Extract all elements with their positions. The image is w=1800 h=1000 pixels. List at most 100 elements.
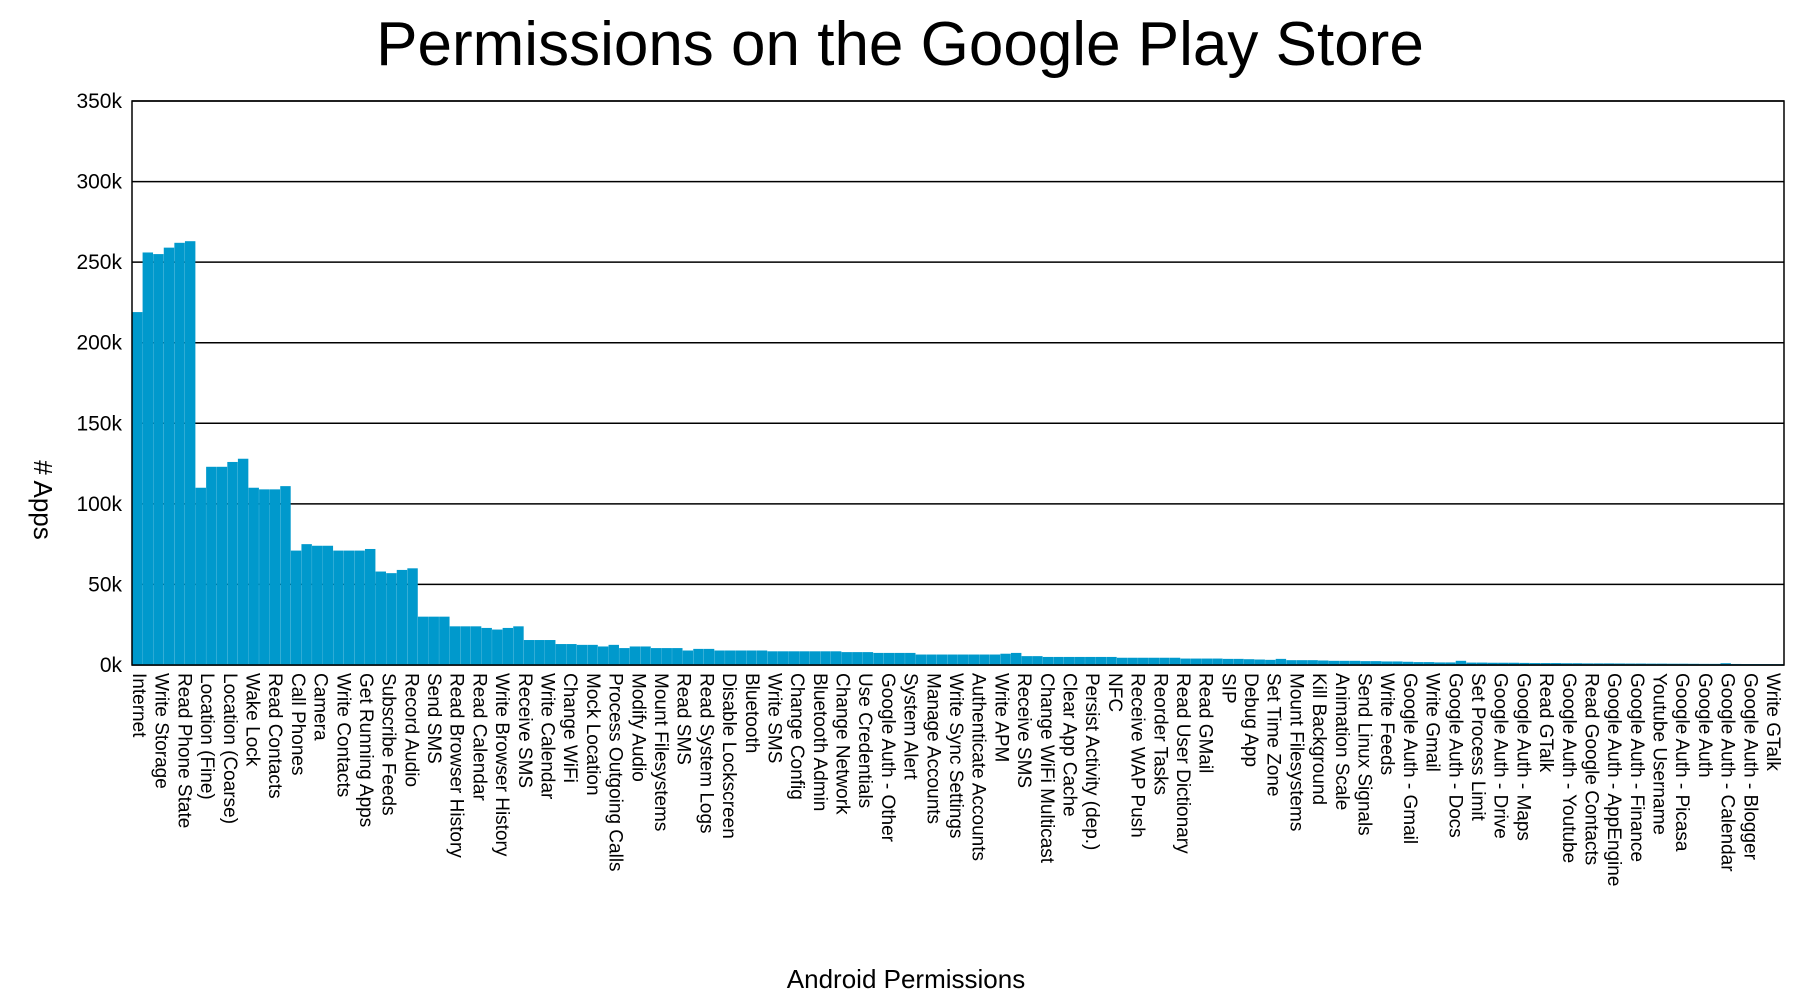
x-tick-label: NFC (1104, 673, 1125, 712)
bar (1720, 663, 1731, 665)
bar (1402, 661, 1414, 665)
bar (1265, 659, 1276, 665)
bar (1360, 661, 1371, 665)
bar (725, 650, 736, 665)
bar (852, 652, 863, 665)
x-tick-label: Read System Logs (695, 673, 716, 834)
x-tick-label: Write Browser History (491, 673, 512, 857)
bar (534, 640, 545, 665)
bar (1275, 658, 1287, 665)
x-tick-label: Read Google Contacts (1580, 673, 1601, 865)
bar (407, 568, 418, 665)
x-tick-label: Process Outgoing Calls (605, 673, 626, 872)
x-tick-label: Write Calendar (537, 673, 558, 800)
bar (354, 550, 365, 665)
bar (195, 487, 206, 665)
y-axis-label: # Apps (28, 460, 58, 540)
bar (1307, 660, 1318, 665)
bar (1286, 660, 1297, 665)
bar (1392, 661, 1403, 665)
bar (1127, 657, 1138, 665)
bar (597, 646, 609, 665)
x-tick-label: Google Auth - Docs (1444, 673, 1465, 838)
bar (259, 489, 270, 665)
bar (513, 626, 524, 665)
x-tick-label: Write Storage (151, 673, 172, 789)
x-tick-label: Location (Coarse) (219, 673, 240, 824)
bar (216, 466, 228, 665)
x-tick-label: Reorder Tasks (1149, 673, 1170, 795)
bar (1243, 659, 1255, 665)
bar (1296, 660, 1308, 665)
x-tick-label: Subscribe Feeds (378, 673, 399, 816)
bar (1042, 656, 1054, 665)
x-tick-label: Debug App (1240, 673, 1261, 767)
x-tick-label: Read GTalk (1535, 673, 1556, 773)
bar (153, 254, 164, 666)
y-tick-label: 350k (76, 90, 122, 113)
bar (693, 648, 704, 665)
bar (830, 651, 842, 665)
bar (1381, 661, 1393, 665)
x-tick-label: Receive SMS (1013, 673, 1034, 788)
x-tick-label: Google Auth - Calendar (1717, 673, 1738, 872)
bar (1085, 656, 1096, 665)
y-tick-label: 100k (76, 493, 122, 516)
bar (915, 654, 927, 665)
x-tick-label: Bluetooth (741, 673, 762, 753)
x-tick-label: Kill Background (1308, 673, 1329, 805)
bar (820, 651, 831, 665)
bar (968, 654, 980, 665)
y-tick-label: 200k (76, 332, 122, 355)
y-tick-label: 300k (76, 171, 122, 194)
bar (947, 654, 958, 665)
bar (1010, 652, 1022, 665)
bar (672, 648, 683, 665)
bar (1519, 662, 1530, 665)
bar (1508, 662, 1520, 665)
bar (1212, 658, 1223, 665)
x-tick-label: Camera (310, 673, 331, 741)
bar (227, 461, 238, 665)
x-tick-label: SIP (1217, 673, 1238, 704)
x-tick-label: Manage Accounts (922, 673, 943, 824)
bar (184, 241, 196, 666)
bar (1180, 658, 1191, 665)
bar (1190, 658, 1202, 665)
bar (989, 654, 1001, 665)
bar (566, 644, 577, 665)
bar (1561, 663, 1573, 665)
bar (333, 550, 344, 665)
bar (449, 626, 461, 665)
x-tick-label: Call Phones (287, 673, 308, 775)
chart-title: Permissions on the Google Play Store (376, 10, 1424, 79)
x-tick-label: Youtube Username (1649, 673, 1670, 835)
x-tick-label: Mount Filesystems (1285, 673, 1306, 831)
bar (809, 651, 821, 665)
x-tick-label: Mock Location (582, 673, 603, 796)
bar (1148, 657, 1160, 665)
bar (1169, 657, 1181, 665)
bar (1032, 656, 1043, 665)
x-tick-label: Internet (128, 673, 149, 738)
bar (1413, 662, 1424, 665)
bar (502, 627, 514, 665)
y-tick-label: 0k (100, 654, 123, 677)
bar (1201, 658, 1213, 665)
x-tick-label: Authenticate Accounts (968, 673, 989, 861)
bar (862, 652, 874, 665)
x-tick-label: System Alert (900, 673, 921, 780)
bar (1138, 657, 1149, 665)
bar (1222, 658, 1234, 665)
x-tick-label: Send SMS (423, 673, 444, 764)
bar (1000, 653, 1011, 665)
x-tick-label: Wake Lock (242, 673, 263, 767)
bar (1455, 660, 1467, 665)
plot-frame (131, 100, 1785, 666)
bar (470, 626, 482, 665)
bar (1593, 663, 1604, 665)
bar (1529, 663, 1541, 665)
x-tick-label: Animation Scale (1331, 673, 1352, 810)
x-tick-label: Change WiFi (559, 673, 580, 783)
